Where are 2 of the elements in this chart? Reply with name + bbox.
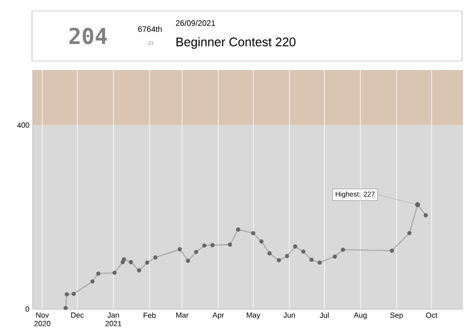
chart-title: Beginner Contest 220 xyxy=(176,37,296,49)
text: 204 xyxy=(69,28,107,44)
